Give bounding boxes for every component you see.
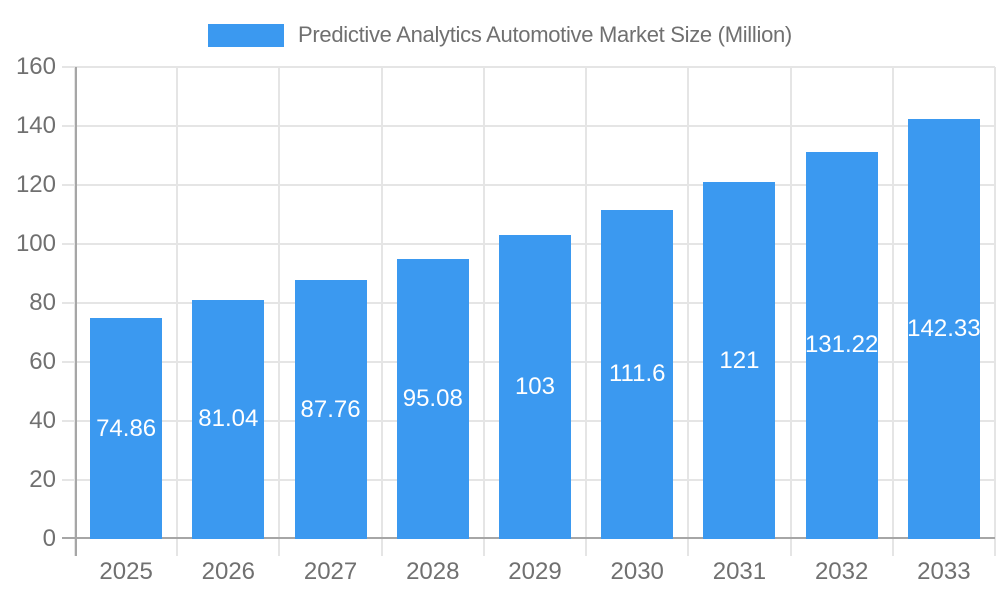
bar-value-label: 81.04	[198, 405, 259, 433]
gridline-vertical	[789, 67, 792, 556]
gridline-vertical	[482, 67, 485, 556]
x-axis-tick-label: 2025	[99, 558, 153, 585]
bar[interactable]	[499, 235, 571, 539]
bar-value-label: 87.76	[300, 395, 361, 423]
y-axis-tick-label: 100	[15, 230, 56, 257]
legend-label: Predictive Analytics Automotive Market S…	[298, 22, 792, 47]
y-axis-tick-label: 80	[29, 289, 56, 316]
x-axis-tick-label: 2030	[610, 558, 664, 585]
bar[interactable]	[601, 209, 674, 539]
gridline-vertical	[585, 67, 588, 556]
y-axis-tick-label: 0	[42, 525, 56, 552]
gridline-vertical	[994, 67, 996, 556]
x-axis-tick-label: 2029	[508, 558, 562, 585]
gridline-vertical	[176, 67, 179, 556]
y-axis-tick-label: 120	[15, 171, 56, 198]
bar-value-label: 142.33	[907, 315, 981, 343]
x-axis-tick-label: 2028	[406, 558, 460, 585]
x-axis-tick-label: 2026	[201, 558, 256, 585]
y-axis-tick-label: 60	[29, 348, 56, 375]
x-axis-tick-label: 2031	[712, 558, 767, 585]
bar-value-label: 74.86	[96, 414, 157, 442]
gridline-vertical	[380, 67, 383, 556]
y-axis-tick-label: 40	[29, 407, 56, 434]
gridline-horizontal	[62, 184, 995, 186]
bar[interactable]	[90, 318, 163, 539]
y-axis-tick-label: 20	[29, 466, 56, 493]
plot-area: 74.86 81.04 87.76 95.08 103 111.6 121 131.22 142…	[62, 66, 996, 556]
legend-item[interactable]: Predictive Analytics Automotive Market S…	[0, 22, 1000, 48]
y-axis-tick-label: 160	[15, 53, 56, 80]
gridline-vertical	[891, 67, 894, 556]
gridline-horizontal	[62, 66, 995, 68]
bar[interactable]	[294, 280, 367, 539]
bar[interactable]	[396, 258, 469, 539]
bar[interactable]	[192, 299, 265, 539]
y-axis-line	[75, 67, 77, 556]
gridline-vertical	[278, 67, 281, 556]
gridline-horizontal	[62, 125, 995, 127]
x-axis-tick-label: 2027	[303, 558, 358, 585]
bar-value-label: 131.22	[804, 331, 879, 359]
legend-swatch	[208, 23, 285, 47]
bar[interactable]	[907, 119, 980, 539]
x-axis-tick-label: 2032	[814, 558, 869, 585]
gridline-vertical	[687, 67, 690, 556]
bar-value-label: 111.6	[608, 360, 666, 388]
y-axis-tick-label: 140	[15, 112, 56, 139]
bar-value-label: 121	[719, 346, 760, 374]
bar-value-label: 103	[514, 373, 555, 401]
x-axis-tick-label: 2033	[917, 558, 971, 585]
bar-value-label: 95.08	[402, 384, 463, 412]
bar[interactable]	[805, 151, 878, 539]
bar[interactable]	[703, 182, 776, 539]
